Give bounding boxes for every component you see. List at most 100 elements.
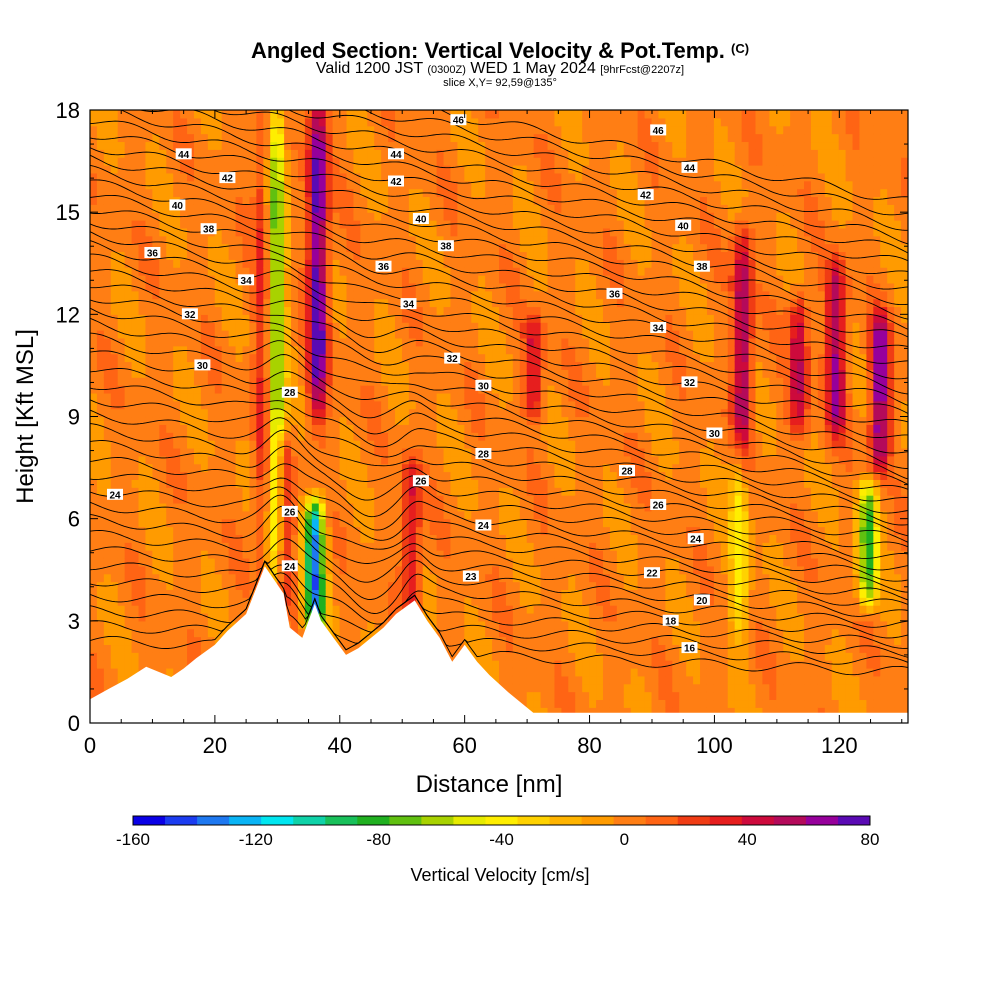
velocity-cell	[103, 652, 112, 661]
velocity-cell	[374, 463, 382, 473]
velocity-cell	[304, 502, 313, 512]
velocity-cell	[124, 424, 133, 433]
velocity-cell	[297, 416, 306, 425]
velocity-cell	[505, 573, 514, 583]
velocity-cell	[395, 542, 403, 551]
velocity-cell	[346, 589, 355, 598]
velocity-cell	[422, 612, 431, 622]
velocity-cell	[221, 337, 230, 347]
velocity-cell	[221, 227, 230, 237]
velocity-cell	[374, 573, 382, 583]
velocity-cell	[360, 400, 368, 410]
velocity-cell	[353, 361, 361, 370]
velocity-cell	[277, 337, 285, 347]
velocity-cell	[499, 172, 507, 182]
velocity-cell	[207, 534, 216, 543]
velocity-cell	[166, 463, 174, 473]
velocity-cell	[512, 282, 521, 292]
velocity-cell	[526, 605, 535, 614]
velocity-cell	[166, 455, 174, 465]
velocity-cell	[415, 322, 424, 331]
velocity-cell	[325, 612, 334, 622]
velocity-cell	[422, 518, 431, 528]
velocity-cell	[512, 612, 521, 622]
velocity-cell	[297, 180, 306, 190]
velocity-cell	[235, 133, 244, 143]
velocity-cell	[360, 361, 368, 370]
velocity-cell	[228, 165, 237, 174]
velocity-cell	[429, 251, 438, 260]
velocity-cell	[526, 447, 535, 457]
velocity-cell	[353, 597, 361, 606]
velocity-cell	[512, 471, 521, 480]
velocity-cell	[478, 510, 486, 520]
velocity-cell	[173, 188, 181, 198]
velocity-cell	[193, 463, 202, 473]
velocity-cell	[96, 683, 105, 693]
velocity-cell	[103, 526, 112, 535]
velocity-cell	[450, 487, 458, 496]
velocity-cell	[235, 322, 244, 331]
velocity-cell	[353, 345, 361, 355]
velocity-cell	[512, 227, 521, 237]
velocity-cell	[381, 502, 389, 512]
velocity-cell	[228, 196, 237, 205]
velocity-cell	[505, 495, 514, 504]
velocity-cell	[96, 369, 105, 378]
velocity-cell	[117, 290, 126, 300]
velocity-cell	[332, 235, 341, 245]
velocity-cell	[485, 589, 493, 598]
velocity-cell	[242, 235, 251, 245]
velocity-cell	[284, 298, 292, 308]
velocity-cell	[291, 534, 299, 543]
velocity-cell	[339, 518, 348, 528]
velocity-cell	[512, 314, 521, 323]
velocity-cell	[346, 110, 355, 119]
velocity-cell	[103, 180, 112, 190]
velocity-cell	[145, 408, 153, 418]
velocity-cell	[381, 180, 389, 190]
velocity-cell	[304, 612, 313, 622]
velocity-cell	[395, 220, 403, 229]
velocity-cell	[360, 589, 368, 598]
velocity-cell	[200, 165, 209, 174]
velocity-cell	[346, 471, 355, 480]
velocity-cell	[325, 259, 334, 268]
velocity-cell	[388, 455, 396, 465]
velocity-cell	[450, 282, 458, 292]
velocity-cell	[214, 330, 223, 339]
velocity-cell	[110, 125, 119, 135]
velocity-cell	[117, 463, 126, 473]
velocity-cell	[131, 581, 140, 590]
velocity-cell	[401, 573, 410, 583]
velocity-cell	[193, 644, 202, 653]
velocity-cell	[471, 408, 479, 418]
velocity-cell	[436, 432, 445, 441]
velocity-cell	[207, 479, 216, 488]
velocity-cell	[401, 550, 410, 559]
velocity-cell	[263, 345, 271, 355]
velocity-cell	[408, 282, 417, 292]
velocity-cell	[346, 377, 355, 386]
velocity-cell	[485, 117, 493, 127]
velocity-cell	[270, 416, 278, 425]
velocity-cell	[263, 322, 271, 331]
velocity-cell	[256, 188, 264, 198]
velocity-cell	[339, 573, 348, 583]
velocity-cell	[193, 243, 202, 253]
velocity-cell	[159, 188, 167, 198]
velocity-cell	[173, 157, 181, 166]
velocity-cell	[284, 180, 292, 190]
velocity-cell	[512, 487, 521, 496]
velocity-cell	[96, 220, 105, 229]
velocity-cell	[325, 243, 334, 253]
velocity-cell	[263, 432, 271, 441]
velocity-cell	[415, 565, 424, 575]
velocity-cell	[325, 330, 334, 339]
velocity-cell	[374, 510, 382, 520]
velocity-cell	[117, 157, 126, 166]
velocity-cell	[124, 526, 133, 535]
velocity-cell	[471, 110, 479, 119]
velocity-cell	[207, 565, 216, 575]
velocity-cell	[443, 400, 452, 410]
